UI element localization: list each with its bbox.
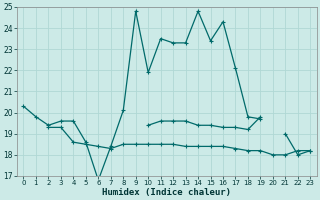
X-axis label: Humidex (Indice chaleur): Humidex (Indice chaleur) <box>102 188 231 197</box>
